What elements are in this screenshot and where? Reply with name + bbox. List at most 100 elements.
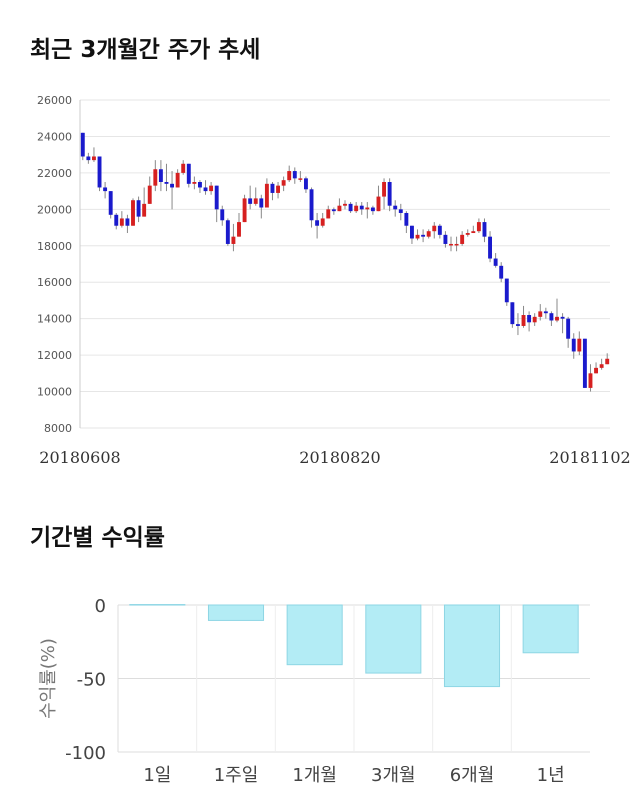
candle-series — [80, 132, 610, 392]
candle-body — [504, 278, 509, 303]
candle-body — [186, 163, 191, 184]
candle-body — [365, 207, 370, 210]
bar-x-tick-label: 3개월 — [371, 765, 416, 786]
candle-y-tick-label: 20000 — [37, 203, 72, 216]
candle-y-tick-label: 8000 — [44, 422, 72, 435]
candle-body — [287, 171, 292, 181]
candle-body — [298, 178, 303, 180]
candle-body — [320, 218, 325, 226]
candle-body — [398, 209, 403, 213]
candle-body — [443, 234, 448, 244]
candle-body — [532, 316, 537, 323]
candle-body — [175, 172, 180, 188]
candle-body — [242, 198, 247, 223]
candle-body — [264, 183, 269, 208]
candle-body — [543, 311, 548, 314]
candle-body — [549, 313, 554, 321]
candle-y-tick-label: 22000 — [37, 167, 72, 180]
candle-body — [281, 180, 286, 186]
candle-body — [86, 156, 91, 161]
candle-body — [192, 182, 197, 184]
bar-x-tick-label: 1년 — [537, 765, 565, 786]
candle-body — [303, 178, 308, 190]
return-bar — [129, 604, 186, 606]
candle-body — [409, 225, 414, 239]
candle-body — [437, 225, 442, 235]
candle-body — [454, 243, 459, 246]
candle-body — [209, 185, 214, 192]
candle-body — [197, 182, 202, 188]
candle-body — [588, 373, 593, 388]
candle-body — [515, 324, 520, 326]
candle-y-tick-label: 24000 — [37, 130, 72, 143]
candle-body — [170, 183, 175, 188]
bar-y-tick-label: -100 — [65, 743, 106, 764]
candle-body — [331, 209, 336, 212]
candle-body — [527, 315, 532, 323]
candle-body — [566, 318, 571, 339]
candle-body — [309, 189, 314, 221]
bar-y-tick-label: -50 — [77, 670, 106, 691]
candle-body — [348, 203, 353, 212]
candle-body — [359, 205, 364, 210]
candle-body — [376, 196, 381, 212]
candle-body — [387, 182, 392, 206]
candle-x-axis-labels: 20180608 20180820 20181102 — [39, 448, 630, 467]
candle-body — [421, 234, 426, 237]
candle-body — [482, 222, 487, 237]
price-trend-title: 최근 3개월간 주가 추세 — [30, 37, 261, 63]
candle-body — [460, 234, 465, 244]
candle-body — [538, 311, 543, 317]
return-bar — [286, 604, 343, 666]
candle-body — [594, 367, 599, 374]
candle-y-tick-label: 18000 — [37, 240, 72, 253]
candle-body — [476, 222, 481, 232]
returns-bar-chart: 0 -50 -100 1일 1주일 1개월 3개월 6개월 1년 수익률(%) — [38, 596, 590, 786]
candle-body — [147, 185, 152, 204]
bar-y-tick-label: 0 — [95, 596, 106, 617]
candle-body — [370, 207, 375, 212]
candle-body — [343, 203, 347, 206]
bar-x-tick-label: 1주일 — [214, 765, 259, 786]
candle-body — [203, 187, 208, 192]
candle-x-tick-label: 20181102 — [549, 448, 630, 467]
candle-body — [577, 338, 582, 352]
candle-body — [493, 258, 498, 266]
candle-body — [103, 187, 108, 192]
bar-x-tick-label: 6개월 — [450, 765, 495, 786]
candle-body — [164, 182, 169, 184]
candle-body — [276, 185, 281, 193]
candle-y-tick-label: 16000 — [37, 276, 72, 289]
candle-y-axis-ticks: 8000 10000 12000 14000 16000 18000 20000 22000 2… — [37, 94, 72, 435]
candle-body — [471, 231, 476, 234]
candle-body — [415, 234, 420, 239]
bar-gridlines — [117, 604, 590, 753]
candle-body — [449, 243, 453, 246]
candle-body — [108, 191, 113, 215]
candle-body — [253, 198, 258, 204]
bar-y-axis-label: 수익률(%) — [38, 638, 59, 719]
candle-body — [499, 265, 504, 279]
candle-body — [521, 315, 526, 326]
candle-body — [426, 231, 431, 237]
candle-body — [571, 338, 576, 352]
candle-y-tick-label: 12000 — [37, 349, 72, 362]
candle-body — [214, 185, 219, 210]
candle-body — [382, 182, 387, 197]
candle-body — [337, 205, 342, 212]
candle-body — [292, 171, 297, 179]
candle-body — [114, 214, 119, 226]
candle-body — [225, 220, 230, 244]
candle-body — [158, 169, 163, 182]
candle-body — [605, 358, 610, 365]
bar-series — [129, 604, 579, 688]
bar-y-axis-ticks: 0 -50 -100 — [65, 596, 106, 764]
candle-y-tick-label: 10000 — [37, 386, 72, 399]
candle-body — [393, 205, 398, 210]
return-bar — [443, 604, 501, 688]
return-bar — [522, 604, 579, 654]
candle-body — [97, 156, 102, 188]
candle-gridlines — [79, 99, 610, 429]
candle-x-tick-label: 20180608 — [39, 448, 120, 467]
bar-x-tick-label: 1일 — [143, 765, 171, 786]
